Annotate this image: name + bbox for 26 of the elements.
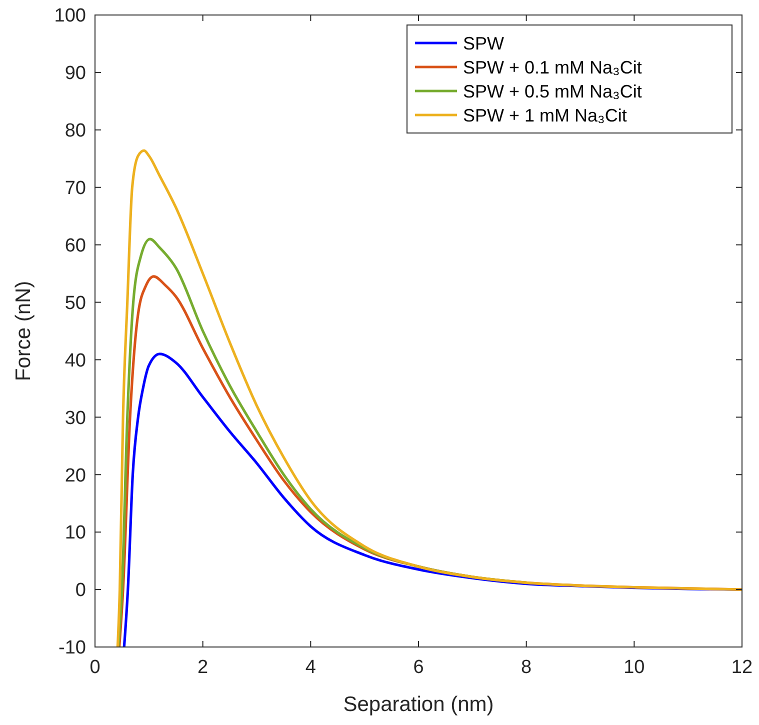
x-tick-label: 6: [413, 657, 424, 678]
x-tick-label: 10: [624, 657, 645, 678]
y-tick-label: 100: [54, 6, 86, 27]
x-axis-title: Separation (nm): [343, 693, 494, 716]
legend-label: SPW + 1 mM Na₃Cit: [463, 105, 627, 126]
y-tick-label: 70: [64, 178, 86, 200]
y-tick-label: 10: [64, 522, 86, 544]
y-axis-title: Force (nN): [12, 280, 35, 382]
y-tick-label: 0: [75, 580, 86, 602]
x-tick-label: 2: [198, 657, 208, 678]
line-series: [116, 149, 742, 647]
y-tick-label: 50: [64, 292, 86, 314]
x-tick-label: 4: [305, 657, 316, 678]
y-tick-label: -10: [58, 638, 86, 659]
y-tick-label: 90: [64, 63, 86, 84]
x-tick-label: 0: [90, 657, 100, 678]
x-tick-label: 8: [521, 657, 532, 678]
legend-label: SPW + 0.1 mM Na₃Cit: [463, 57, 642, 78]
x-tick-label: 12: [731, 657, 753, 678]
y-tick-label: 30: [64, 408, 86, 429]
y-tick-label: 80: [64, 120, 86, 142]
y-tick-label: 40: [64, 350, 86, 372]
y-tick-label: 60: [64, 235, 86, 256]
legend-label: SPW + 0.5 mM Na₃Cit: [463, 81, 642, 102]
y-tick-label: 20: [64, 465, 86, 486]
legend-label: SPW: [463, 33, 504, 54]
